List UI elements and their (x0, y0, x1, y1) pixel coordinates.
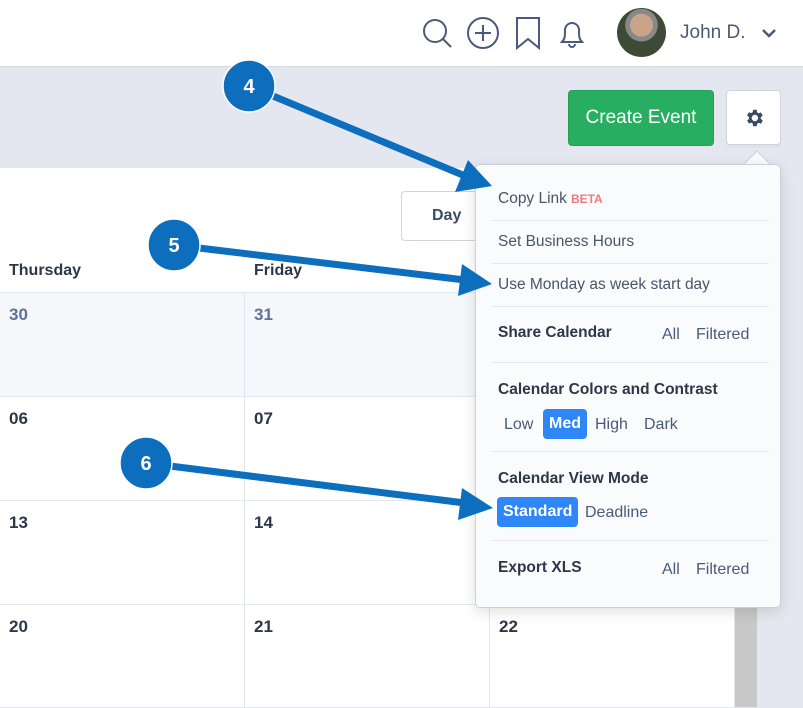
day-cell[interactable]: 30 (0, 292, 245, 396)
scrollbar-thumb[interactable] (735, 600, 757, 707)
search-icon[interactable] (420, 16, 454, 50)
view-deadline-option[interactable]: Deadline (585, 504, 649, 521)
day-number: 06 (9, 409, 28, 428)
annotation-label-5: 5 (168, 235, 179, 257)
annotation-label-6: 6 (140, 453, 151, 475)
bell-icon[interactable] (555, 16, 589, 50)
annotation-badge-5 (147, 218, 201, 272)
gear-icon (746, 109, 763, 126)
day-number: 20 (9, 617, 28, 636)
day-cell[interactable]: 21 (245, 604, 490, 708)
day-number: 07 (254, 409, 273, 428)
export-xls-label: Export XLS (498, 559, 582, 576)
settings-menu: Copy Link BETA Set Business Hours Use Mon… (475, 164, 781, 608)
business-hours-item[interactable]: Set Business Hours (498, 233, 635, 250)
arrow-4 (247, 82, 472, 182)
avatar[interactable] (617, 8, 666, 57)
annotation-badge-6 (119, 436, 173, 490)
annotation-badge-4 (222, 59, 276, 113)
annotation-label-4: 4 (243, 76, 255, 98)
share-calendar-label: Share Calendar (498, 324, 612, 341)
day-cell[interactable]: 13 (0, 500, 245, 604)
day-number: 13 (9, 513, 28, 532)
create-event-button[interactable]: Create Event (568, 90, 714, 146)
day-number: 14 (254, 513, 273, 532)
arrow-5 (173, 241, 466, 284)
monday-start-item[interactable]: Use Monday as week start day (498, 276, 710, 293)
copy-link-label: Copy Link (498, 190, 567, 207)
plus-circle-icon[interactable] (466, 16, 500, 50)
settings-button[interactable] (726, 90, 781, 145)
export-filtered-option[interactable]: Filtered (696, 561, 750, 578)
color-dark-option[interactable]: Dark (644, 416, 678, 433)
day-number: 31 (254, 305, 273, 324)
day-number: 21 (254, 617, 273, 636)
bookmark-icon[interactable] (512, 16, 546, 50)
top-bar: John D. (0, 0, 803, 67)
day-number: 22 (499, 617, 518, 636)
share-filtered-option[interactable]: Filtered (696, 326, 750, 343)
column-header-friday: Friday (254, 262, 303, 279)
column-header-thursday: Thursday (9, 262, 82, 279)
share-all-option[interactable]: All (662, 326, 680, 343)
view-mode-label: Calendar View Mode (498, 470, 649, 487)
color-med-option[interactable]: Med (543, 409, 587, 439)
color-low-option[interactable]: Low (504, 416, 534, 433)
day-cell[interactable]: 20 (0, 604, 245, 708)
arrow-6 (145, 459, 466, 507)
export-all-option[interactable]: All (662, 561, 680, 578)
beta-badge: BETA (570, 192, 603, 206)
colors-label: Calendar Colors and Contrast (498, 381, 718, 398)
user-name[interactable]: John D. (680, 22, 746, 43)
day-cell[interactable]: 06 (0, 396, 245, 500)
day-view-button[interactable]: Day (401, 191, 481, 241)
copy-link-item[interactable]: Copy Link BETA (498, 190, 603, 208)
day-number: 30 (9, 305, 28, 324)
color-high-option[interactable]: High (595, 416, 628, 433)
chevron-down-icon[interactable] (760, 24, 778, 42)
view-standard-option[interactable]: Standard (497, 497, 579, 527)
